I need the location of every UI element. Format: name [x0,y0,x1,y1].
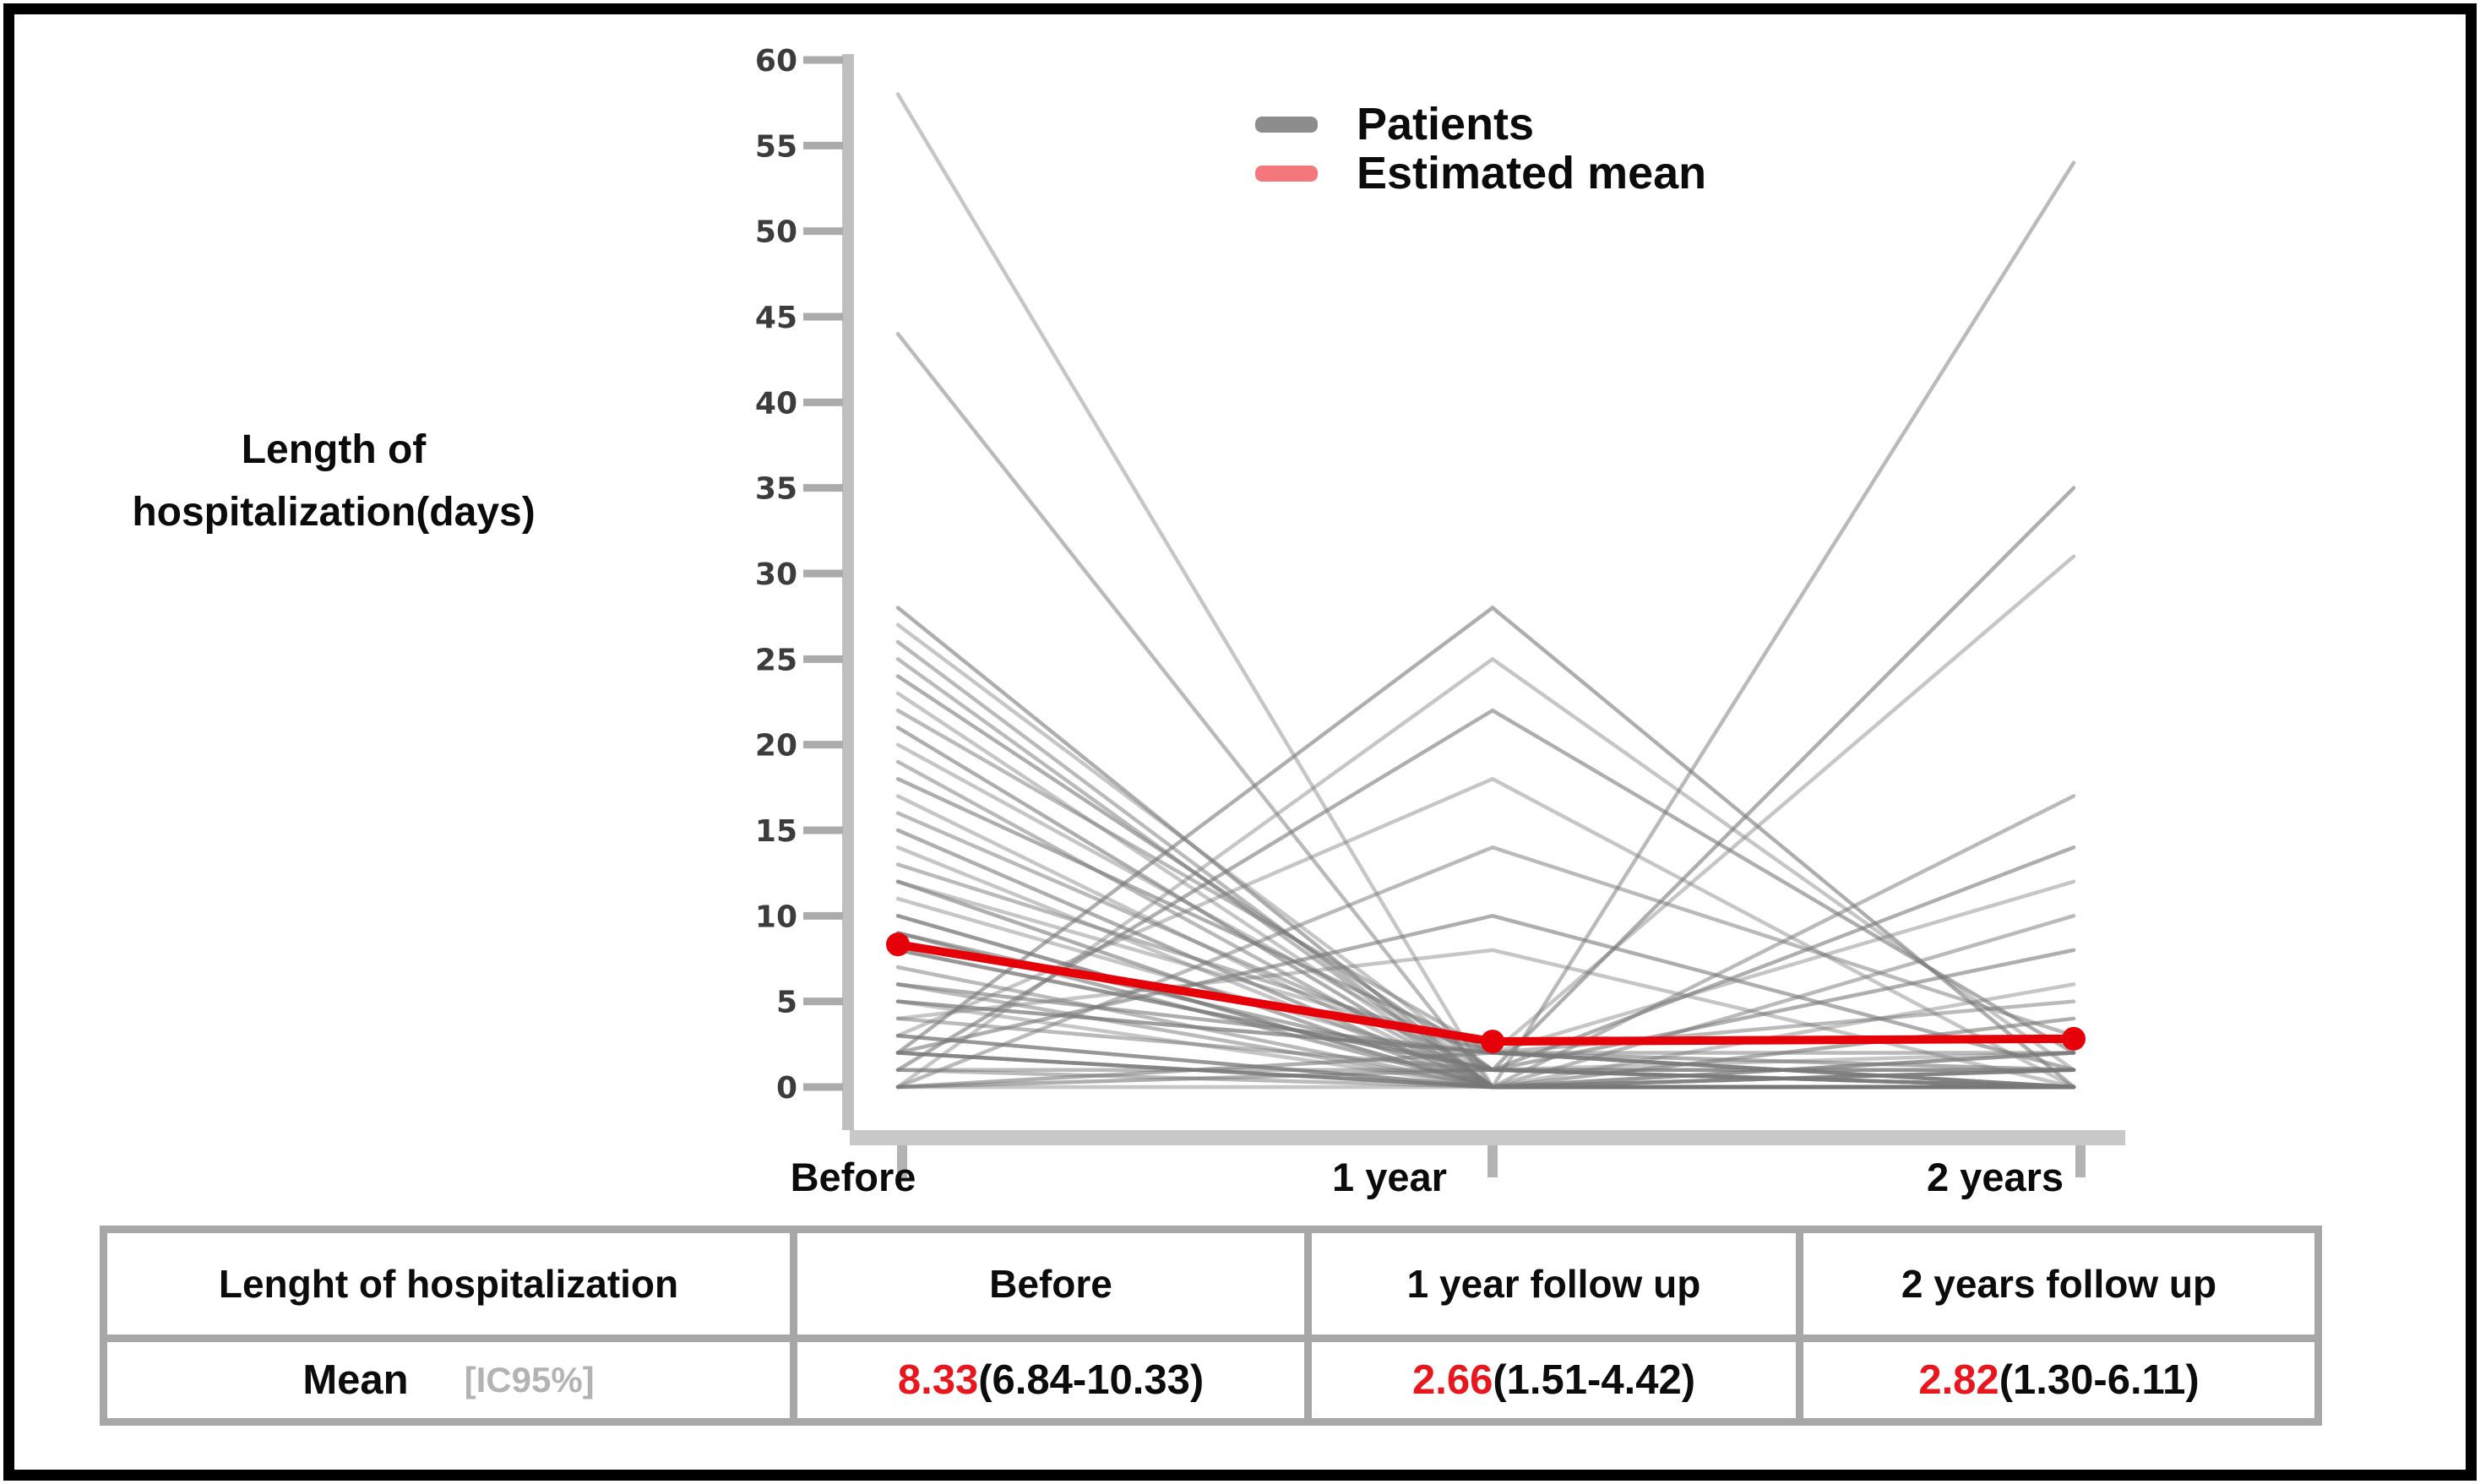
table-header-1year: 1 year follow up [1304,1226,1803,1342]
svg-text:20: 20 [755,729,797,764]
x-axis-line [850,1130,2125,1145]
svg-text:40: 40 [755,386,797,421]
y-axis-title-line2: hospitalization(days) [132,490,536,535]
mean-before-cell: 8.33(6.84-10.33) [790,1335,1312,1426]
y-axis-title-line1: Length of [241,427,427,472]
x-axis-ticks [897,1145,2086,1177]
x-tick-label-before: Before [790,1155,916,1199]
table-header-length: Lenght of hospitalization [100,1226,797,1342]
svg-text:5: 5 [776,986,797,1020]
svg-text:35: 35 [755,472,797,507]
ic95-label: [IC95%] [464,1360,595,1400]
estimated-mean-line [886,932,2086,1054]
mean-line-swatch [1255,165,1318,182]
y-axis-title: Length of hospitalization(days) [68,419,600,545]
mean-2years-ci: (1.30-6.11) [1999,1357,2200,1403]
svg-text:25: 25 [755,643,797,677]
x-tick-label-1year: 1 year [1332,1155,1447,1199]
mean-1year-ci: (1.51-4.42) [1493,1357,1696,1403]
table-header-2years: 2 years follow up [1796,1226,2322,1342]
svg-text:60: 60 [755,44,797,79]
mean-2years-cell: 2.82(1.30-6.11) [1796,1335,2322,1426]
mean-row-label-cell: Mean [IC95%] [100,1335,797,1426]
spaghetti-plot: 0 5 10 15 20 25 30 35 40 45 50 55 60 [755,44,2125,1177]
legend-patients-label: Patients [1357,99,1535,149]
mean-before-ci: (6.84-10.33) [978,1357,1205,1403]
y-axis-line [842,54,854,1130]
table-mean-row: Mean [IC95%] 8.33(6.84-10.33) 2.66(1.51-… [100,1335,2322,1426]
svg-text:50: 50 [755,215,797,250]
summary-table: Lenght of hospitalization Before 1 year … [100,1226,2322,1426]
legend-item-patients: Patients [1255,99,1706,149]
patient-lines [895,92,2076,1090]
svg-text:45: 45 [755,301,797,335]
mean-label: Mean [302,1357,409,1403]
legend-mean-label: Estimated mean [1357,148,1707,198]
mean-2years-value: 2.82 [1918,1357,1999,1403]
svg-text:15: 15 [755,814,797,849]
mean-1year-value: 2.66 [1411,1357,1493,1403]
svg-text:30: 30 [755,557,797,592]
table-header-before: Before [790,1226,1312,1342]
legend-item-mean: Estimated mean [1255,148,1707,198]
y-axis-tick-labels: 0 5 10 15 20 25 30 35 40 45 50 55 60 [755,44,797,1106]
patients-line-swatch [1255,116,1318,133]
svg-text:0: 0 [776,1071,797,1106]
svg-text:55: 55 [755,129,797,164]
svg-text:10: 10 [755,900,797,934]
legend: Patients Estimated mean [1255,99,1707,198]
table-header-row: Lenght of hospitalization Before 1 year … [100,1226,2322,1342]
x-tick-label-2years: 2 years [1926,1155,2064,1199]
y-axis-ticks [803,56,843,1091]
mean-1year-cell: 2.66(1.51-4.42) [1304,1335,1803,1426]
mean-before-value: 8.33 [897,1357,979,1403]
